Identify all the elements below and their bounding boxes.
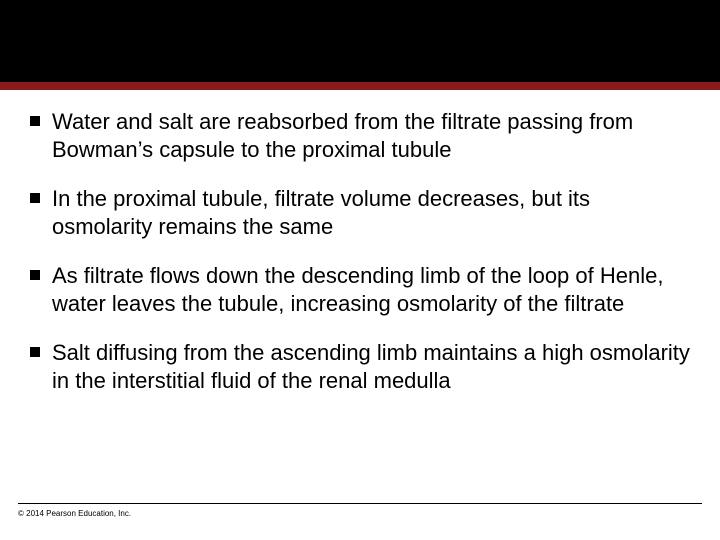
- footer-divider: [18, 503, 702, 504]
- red-accent-bar: [0, 82, 720, 90]
- bullet-item: Salt diffusing from the ascending limb m…: [30, 339, 690, 394]
- square-bullet-icon: [30, 347, 40, 357]
- bullet-text: Salt diffusing from the ascending limb m…: [52, 339, 690, 394]
- bullet-item: In the proximal tubule, filtrate volume …: [30, 185, 690, 240]
- content-area: Water and salt are reabsorbed from the f…: [0, 90, 720, 394]
- bullet-item: Water and salt are reabsorbed from the f…: [30, 108, 690, 163]
- square-bullet-icon: [30, 193, 40, 203]
- slide: Water and salt are reabsorbed from the f…: [0, 0, 720, 540]
- bullet-item: As filtrate flows down the descending li…: [30, 262, 690, 317]
- top-black-bar: [0, 0, 720, 82]
- bullet-text: In the proximal tubule, filtrate volume …: [52, 185, 690, 240]
- copyright-text: © 2014 Pearson Education, Inc.: [18, 509, 131, 518]
- square-bullet-icon: [30, 116, 40, 126]
- square-bullet-icon: [30, 270, 40, 280]
- bullet-text: As filtrate flows down the descending li…: [52, 262, 690, 317]
- bullet-text: Water and salt are reabsorbed from the f…: [52, 108, 690, 163]
